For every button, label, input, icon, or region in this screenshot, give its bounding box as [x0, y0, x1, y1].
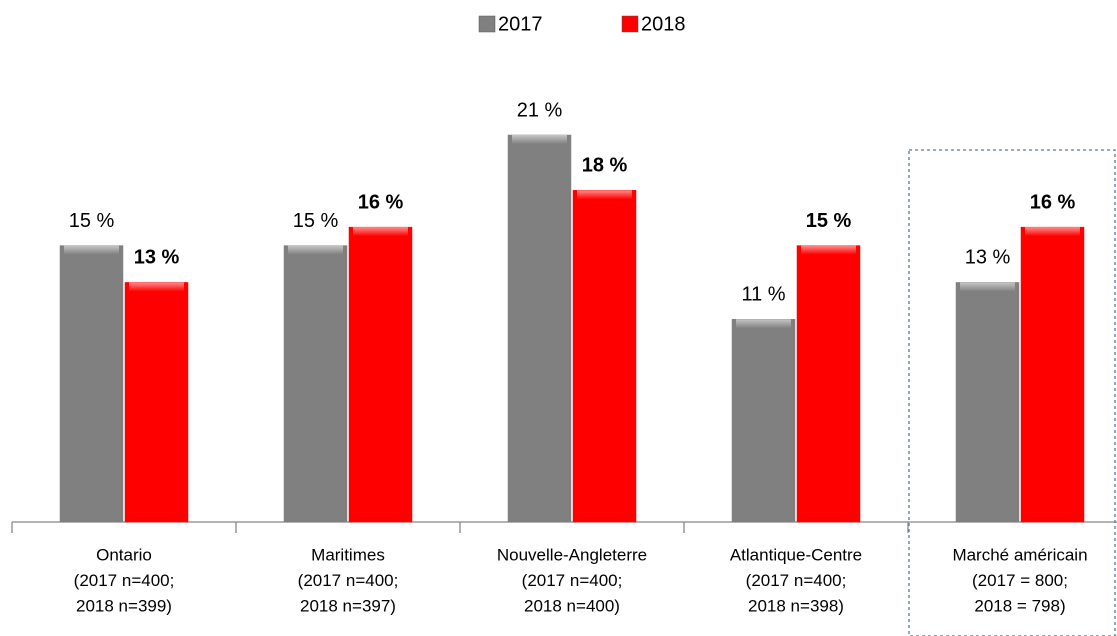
bar — [796, 245, 861, 523]
bar-bevel — [129, 282, 184, 292]
bar-bevel — [64, 245, 119, 255]
x-tick-label: 2018 n=399) — [76, 596, 172, 615]
x-tick-label: (2017 = 800; — [972, 571, 1068, 590]
value-label: 15 % — [806, 210, 852, 232]
bar-bevel — [736, 319, 791, 329]
x-tick-label: Maritimes — [311, 545, 385, 564]
x-tick-label: 2018 n=397) — [300, 596, 396, 615]
bar-bevel — [288, 245, 343, 255]
value-label: 15 % — [69, 210, 115, 232]
x-tick-label: 2018 = 798) — [974, 596, 1065, 615]
value-label: 16 % — [358, 191, 404, 213]
bar-bevel — [512, 135, 567, 144]
bar-bevel — [801, 245, 856, 255]
value-label: 18 % — [582, 155, 628, 177]
x-tick-label: (2017 n=400; — [522, 571, 623, 590]
bar — [124, 282, 189, 523]
x-tick-label: (2017 n=400; — [298, 571, 399, 590]
bar-bevel — [1025, 227, 1080, 237]
x-tick-label: Nouvelle-Angleterre — [497, 545, 647, 564]
x-tick-label: Atlantique-Centre — [730, 545, 862, 564]
x-tick-label: Ontario — [96, 545, 152, 564]
bar-bevel — [353, 227, 408, 237]
value-label: 13 % — [134, 247, 180, 269]
value-label: 13 % — [965, 247, 1011, 269]
bar — [348, 226, 413, 523]
x-tick-label: Marché américain — [952, 545, 1087, 564]
bar — [283, 245, 348, 523]
legend-swatch — [478, 15, 496, 33]
value-label: 16 % — [1030, 191, 1076, 213]
legend-swatch — [621, 15, 639, 33]
bar — [731, 319, 796, 523]
x-tick-label: (2017 n=400; — [74, 571, 175, 590]
bar — [507, 134, 572, 523]
bar — [572, 190, 637, 523]
x-tick-label: 2018 n=400) — [524, 596, 620, 615]
highlight-frame — [908, 149, 1116, 636]
bar — [955, 282, 1020, 523]
x-tick-label: 2018 n=398) — [748, 596, 844, 615]
bar-bevel — [960, 282, 1015, 292]
value-label: 21 % — [517, 99, 563, 121]
legend-label: 2017 — [498, 13, 543, 35]
bar — [59, 245, 124, 523]
x-tick-label: (2017 n=400; — [746, 571, 847, 590]
bar — [1020, 226, 1085, 523]
value-label: 11 % — [741, 284, 785, 306]
bar-bevel — [577, 190, 632, 200]
value-label: 15 % — [293, 210, 339, 232]
legend-label: 2018 — [641, 13, 686, 35]
